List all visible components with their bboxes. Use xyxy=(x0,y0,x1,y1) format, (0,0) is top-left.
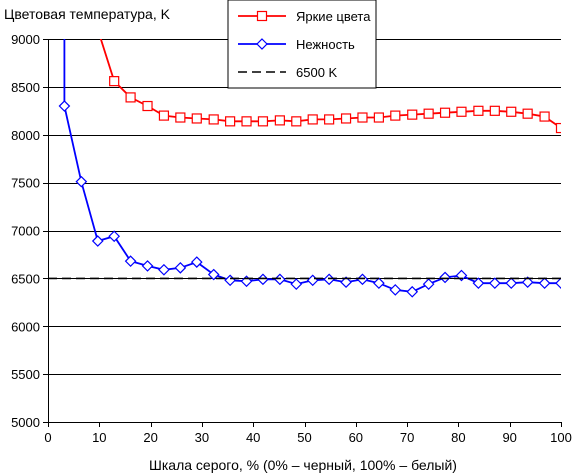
data-point xyxy=(439,107,451,118)
data-point xyxy=(274,273,286,286)
data-point xyxy=(109,76,120,87)
y-axis-title: Цветовая температура, K xyxy=(4,6,171,22)
x-tick-label: 50 xyxy=(297,430,311,445)
data-point xyxy=(306,274,319,287)
data-point xyxy=(75,175,88,188)
data-point xyxy=(191,113,202,124)
data-point xyxy=(307,114,318,125)
data-point xyxy=(505,277,518,290)
data-point xyxy=(538,277,551,290)
series-0 xyxy=(99,39,561,134)
data-point xyxy=(373,277,385,290)
y-tick-label: 6500 xyxy=(11,271,40,286)
data-point xyxy=(158,110,170,121)
series-layer xyxy=(48,39,561,298)
data-point xyxy=(175,112,186,123)
x-tick-label: 30 xyxy=(195,430,209,445)
data-point xyxy=(422,278,435,290)
data-point xyxy=(340,113,352,124)
data-point xyxy=(521,276,534,289)
data-point xyxy=(522,108,533,119)
data-point xyxy=(58,100,71,112)
y-tick-label: 7500 xyxy=(11,176,40,191)
data-point xyxy=(174,261,187,274)
data-point xyxy=(141,260,154,272)
x-axis-title: Шкала серого, % (0% – черный, 100% – бел… xyxy=(149,457,457,473)
data-point xyxy=(357,112,368,123)
data-point xyxy=(158,263,170,276)
data-point xyxy=(439,271,451,284)
y-tick-label: 9000 xyxy=(11,32,40,47)
data-point xyxy=(290,278,303,290)
legend: Яркие цвета Нежность 6500 K xyxy=(227,0,377,89)
x-tick-label: 80 xyxy=(451,430,465,445)
data-point xyxy=(389,284,402,296)
x-tick-label: 20 xyxy=(143,430,157,445)
data-point xyxy=(423,108,434,119)
data-point xyxy=(323,273,335,286)
data-point xyxy=(208,114,219,125)
x-tick-label: 10 xyxy=(92,430,106,445)
data-point xyxy=(340,276,352,289)
legend-marker xyxy=(256,10,268,22)
data-point xyxy=(124,255,137,267)
data-point xyxy=(539,111,550,122)
y-tick-label: 7000 xyxy=(11,224,40,239)
x-tick-label: 90 xyxy=(502,430,516,445)
data-point xyxy=(406,285,419,298)
axes xyxy=(43,39,562,427)
data-point xyxy=(125,92,136,103)
legend-label: Яркие цвета xyxy=(296,9,371,24)
data-point xyxy=(472,277,485,290)
data-point xyxy=(257,273,269,286)
data-point xyxy=(506,106,517,117)
y-tick-label: 8000 xyxy=(11,128,40,143)
data-point xyxy=(489,105,500,116)
y-tick-label: 6000 xyxy=(11,319,40,334)
data-point xyxy=(274,115,285,126)
data-point xyxy=(257,116,269,127)
data-point xyxy=(407,109,418,120)
data-point xyxy=(473,105,484,116)
data-point xyxy=(555,277,561,290)
x-tick-label: 40 xyxy=(246,430,260,445)
data-point xyxy=(224,274,236,287)
x-tick-label: 100 xyxy=(550,430,572,445)
data-point xyxy=(225,116,236,127)
data-point xyxy=(390,110,401,121)
data-point xyxy=(356,273,369,286)
data-point xyxy=(488,277,501,290)
data-point xyxy=(108,230,121,243)
grid-lines xyxy=(48,39,561,375)
data-point xyxy=(291,116,302,127)
tick-labels: 0 10 20 30 40 50 60 70 80 90 100 5000 5500 6000 6500 70… xyxy=(11,32,572,445)
data-point xyxy=(207,268,220,281)
legend-label: Нежность xyxy=(296,37,355,52)
legend-label: 6500 K xyxy=(296,65,338,80)
y-tick-label: 5500 xyxy=(11,367,40,382)
y-tick-label: 8500 xyxy=(11,80,40,95)
x-tick-label: 0 xyxy=(44,430,51,445)
data-point xyxy=(555,122,561,134)
data-point xyxy=(324,114,335,125)
legend-marker xyxy=(256,38,268,50)
data-point xyxy=(373,112,384,123)
x-tick-label: 70 xyxy=(400,430,414,445)
data-point xyxy=(91,235,104,247)
data-point xyxy=(456,106,467,117)
data-point xyxy=(142,100,153,112)
x-tick-label: 60 xyxy=(349,430,363,445)
data-point xyxy=(241,116,252,127)
data-point xyxy=(190,256,203,268)
y-tick-label: 5000 xyxy=(11,415,40,430)
